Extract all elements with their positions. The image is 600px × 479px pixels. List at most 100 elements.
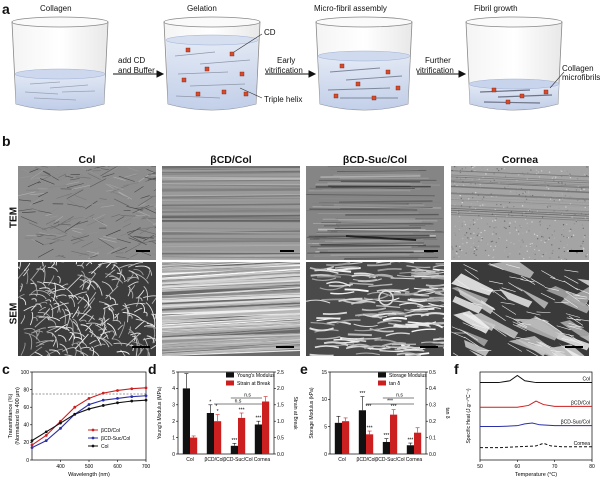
chart-youngs-modulus: 0 1 2 3 4 5 0.0 0.5 1.0 1.5 2.0 2.5 Young's Modulus … (157, 370, 298, 463)
significance-mark: * (209, 399, 211, 405)
chart-storage-modulus: 0 5 10 15 0.0 0.1 0.2 0.3 0.4 0.5 Storage Modulus … (309, 370, 450, 463)
data-point (144, 398, 148, 402)
significance-mark: n.s (396, 393, 403, 399)
x-tick-label: βCD-Suc/Col (223, 457, 252, 463)
panel-label-e: e (300, 361, 308, 377)
annotation-triple-helix: Triple helix (264, 95, 303, 104)
x-tick-label: 50 (477, 464, 483, 470)
series-line (480, 400, 592, 408)
y-tick-label: 100 (21, 370, 30, 376)
bar (342, 421, 350, 454)
x-tick-label: Cornea (254, 457, 271, 463)
stage-label-microfibril: Micro-fibril assembly (314, 4, 387, 13)
significance-mark: * (217, 409, 219, 415)
data-point (130, 387, 134, 391)
y2-tick-label: 0.5 (429, 370, 436, 376)
scale-bar (136, 250, 150, 252)
chart-specific-heat: 50 60 70 80 Temperature (°C) Specific Heat (J… (466, 371, 595, 478)
bar (414, 432, 422, 454)
y2-tick-label: 0.4 (429, 386, 436, 392)
data-point (87, 407, 91, 411)
bar (182, 388, 190, 454)
series-line (480, 442, 592, 449)
y-tick-label: 40 (23, 423, 29, 429)
beaker-collagen (11, 16, 109, 111)
panel-label-a: a (2, 1, 10, 17)
column-head-bcd-col: βCD/Col (210, 154, 252, 166)
plot-frame (31, 371, 147, 461)
x-tick-label: βCD/Col (205, 457, 224, 463)
data-point (101, 391, 105, 395)
y-axis-label-sub: (Normalized to 400 μm) (15, 387, 21, 445)
y-tick-label: 2 (172, 419, 175, 425)
data-point (144, 386, 148, 390)
legend-swatch (378, 380, 386, 386)
plot-frame (177, 371, 275, 455)
y-tick-label: 60 (23, 405, 29, 411)
bar (334, 422, 342, 454)
bar (254, 424, 262, 454)
annotation-cd: CD (264, 28, 276, 37)
legend-marker (91, 436, 95, 440)
legend-marker (91, 444, 95, 448)
bar (406, 445, 414, 454)
data-point (44, 439, 48, 443)
data-point (101, 398, 105, 402)
y-tick-label: 0 (172, 452, 175, 458)
bar (358, 410, 366, 454)
tem-image-bcd-col (162, 166, 300, 260)
series-line (31, 399, 147, 442)
y-axis-label: Transmittance (%) (8, 393, 14, 438)
legend-label: Young's Modulus (237, 373, 275, 379)
significance-mark: *** (239, 408, 245, 414)
column-head-bcd-suc-col: βCD-Suc/Col (342, 154, 408, 166)
series-label: Col (582, 377, 590, 383)
y2-tick-label: 0.3 (429, 403, 436, 409)
y-tick-label: 0 (26, 458, 29, 464)
x-tick-label: 400 (56, 464, 65, 470)
legend-swatch (226, 372, 234, 378)
beaker-gelation (163, 16, 261, 111)
data-point (44, 433, 48, 437)
plot-frame (479, 371, 593, 461)
significance-mark: *** (359, 391, 365, 397)
bar (214, 421, 222, 454)
sem-image-col (18, 262, 156, 356)
y-axis-label: Storage Modulus (kPa) (309, 387, 315, 438)
data-point (87, 403, 91, 406)
significance-mark: n.s (244, 393, 251, 399)
column-head-cornea: Cornea (501, 154, 539, 166)
legend-swatch (378, 372, 386, 378)
sem-image-bcd-suc-col (306, 262, 444, 356)
bar (206, 413, 214, 454)
data-point (116, 389, 119, 392)
bar (366, 434, 374, 454)
x-axis-label: Wavelength (nm) (68, 472, 110, 478)
scale-bar (132, 346, 150, 348)
x-tick-label: 70 (552, 464, 558, 470)
bar (390, 414, 398, 454)
y2-tick-label: 2.0 (277, 386, 284, 392)
panel-label-f: f (454, 361, 459, 377)
bar (230, 445, 238, 454)
y2-tick-label: 1.0 (277, 419, 284, 425)
significance-mark: *** (365, 404, 371, 410)
legend-label: tan δ (389, 381, 400, 387)
significance-mark: n.s (235, 399, 242, 405)
beaker-fibril-growth (465, 16, 563, 111)
data-point (73, 405, 77, 409)
significance-mark: *** (255, 416, 261, 422)
scale-bar (420, 346, 438, 348)
data-point (30, 443, 34, 447)
x-tick-label: Col (338, 457, 346, 463)
y-tick-label: 4 (172, 386, 175, 392)
panel-label-d: d (148, 361, 157, 377)
tem-image-bcd-suc-col (306, 166, 444, 260)
sem-image-bcd-col (162, 262, 300, 356)
scale-bar (569, 250, 583, 252)
scale-bar (565, 346, 583, 348)
significance-mark: *** (407, 438, 413, 444)
legend-swatch (226, 380, 234, 386)
y2-tick-label: 0.2 (429, 419, 436, 425)
